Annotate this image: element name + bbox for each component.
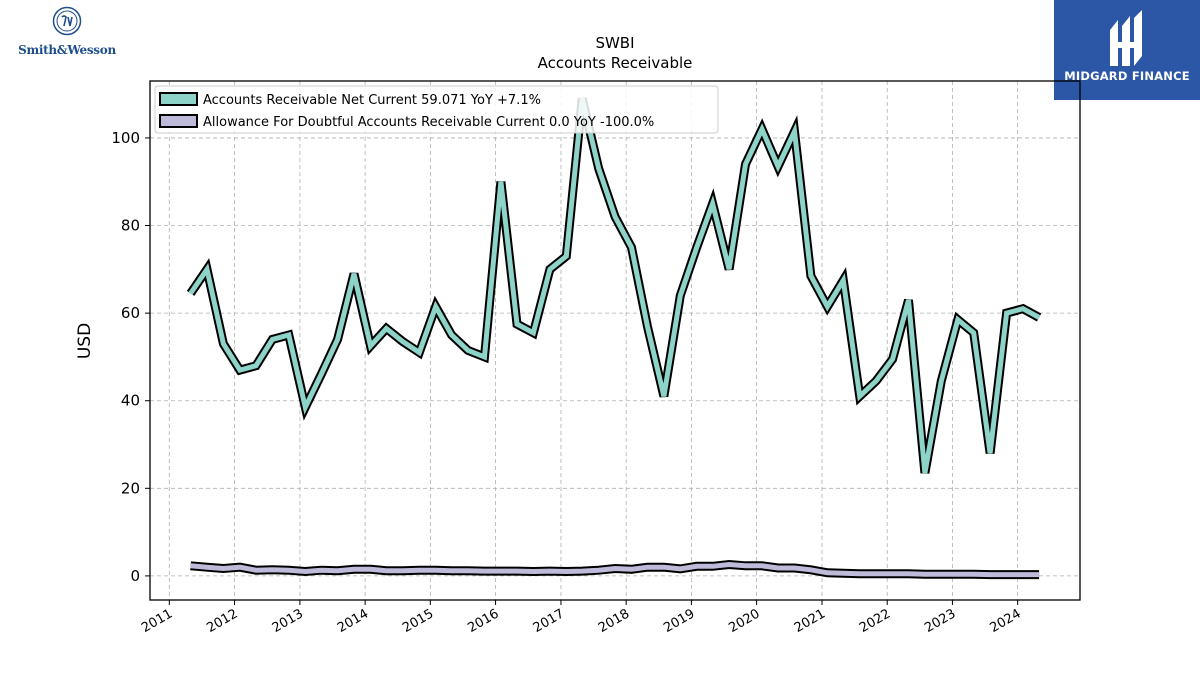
x-tick-label: 2020	[726, 606, 762, 636]
x-tick-label: 2022	[857, 606, 893, 636]
plot-frame	[149, 80, 1081, 601]
series-1-line	[188, 97, 1041, 474]
y-tick-label: 100	[111, 129, 140, 147]
y-tick-label: 80	[121, 217, 140, 235]
brand-name: Smith&Wesson	[18, 43, 116, 57]
x-tick-label: 2013	[270, 606, 306, 636]
series-2-line	[190, 561, 1040, 578]
seal-icon	[52, 6, 82, 36]
series-1-outline	[186, 97, 1042, 474]
legend-box	[154, 85, 719, 134]
x-tick-label: 2024	[987, 606, 1023, 636]
chart-title: SWBI	[595, 34, 634, 52]
x-tick-label: 2017	[531, 606, 567, 636]
chart-subtitle: Accounts Receivable	[538, 54, 693, 72]
y-tick-label: 20	[121, 479, 140, 497]
midgard-finance-logo: MIDGARD FINANCE	[1054, 0, 1200, 100]
x-tick-label: 2011	[139, 606, 175, 636]
x-tick-label: 2021	[792, 606, 828, 636]
x-tick-label: 2023	[922, 606, 958, 636]
y-tick-label: 40	[121, 392, 140, 410]
legend-swatch-1	[159, 92, 198, 106]
series-layer	[186, 97, 1042, 580]
x-tick-label: 2015	[400, 606, 436, 636]
x-tick-label: 2019	[661, 606, 697, 636]
x-tick-label: 2012	[204, 606, 240, 636]
legend-label-2: Allowance For Doubtful Accounts Receivab…	[203, 115, 654, 130]
y-axis-label: USD	[75, 323, 95, 359]
midgard-finance-name: MIDGARD FINANCE	[1064, 69, 1190, 83]
legend: Accounts Receivable Net Current 59.071 Y…	[154, 85, 719, 134]
y-tick-label: 60	[121, 304, 140, 322]
legend-label-1: Accounts Receivable Net Current 59.071 Y…	[203, 93, 541, 108]
x-tick-label: 2016	[465, 606, 501, 636]
legend-swatch-2	[159, 114, 198, 128]
smith-wesson-logo: Smith&Wesson	[6, 6, 128, 57]
y-tick-label: 0	[130, 567, 140, 585]
x-tick-label: 2018	[596, 606, 632, 636]
x-tick-label: 2014	[335, 606, 371, 636]
midgard-mark-icon	[1110, 10, 1142, 66]
